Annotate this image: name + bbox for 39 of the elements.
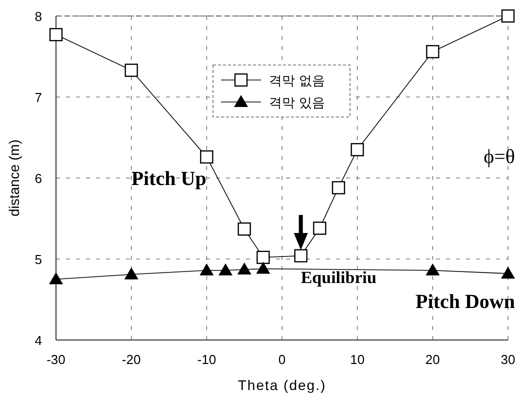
point [218,263,232,276]
point [256,262,270,274]
point [49,272,63,284]
x-tick-label: -20 [122,352,141,367]
point [200,150,214,164]
point [238,222,251,236]
annotation: Equilibriu [300,268,376,287]
x-tick-label: 20 [425,352,440,367]
point [237,262,252,275]
point [332,181,346,194]
point [256,250,270,264]
x-tick-label: 0 [278,352,286,367]
annotation: Pitch Down [416,291,515,313]
point [426,263,440,276]
legend-label: 격막 있음 [269,96,326,111]
x-tick-label: 10 [350,352,365,367]
annotation: Pitch Up [131,168,206,190]
y-tick-label: 5 [34,252,42,267]
x-axis-title: Theta (deg.) [238,377,326,393]
point [200,263,214,276]
legend-label: 격막 없음 [269,74,326,89]
y-tick-label: 8 [34,9,42,24]
x-tick-label: -10 [197,352,216,367]
x-tick-label: -30 [46,352,66,367]
point [49,28,63,42]
point [501,266,515,279]
point [313,222,326,235]
point [501,9,515,23]
point [124,64,138,77]
y-tick-label: 6 [34,171,42,186]
point [350,143,364,156]
point [124,267,138,280]
x-tick-label: 30 [500,352,516,367]
y-tick-label: 7 [34,90,42,105]
point [294,249,308,262]
point [426,45,440,58]
annotation: ϕ=θ [484,146,515,168]
y-axis-title: distance (m) [6,139,22,217]
y-tick-label: 4 [34,333,42,348]
